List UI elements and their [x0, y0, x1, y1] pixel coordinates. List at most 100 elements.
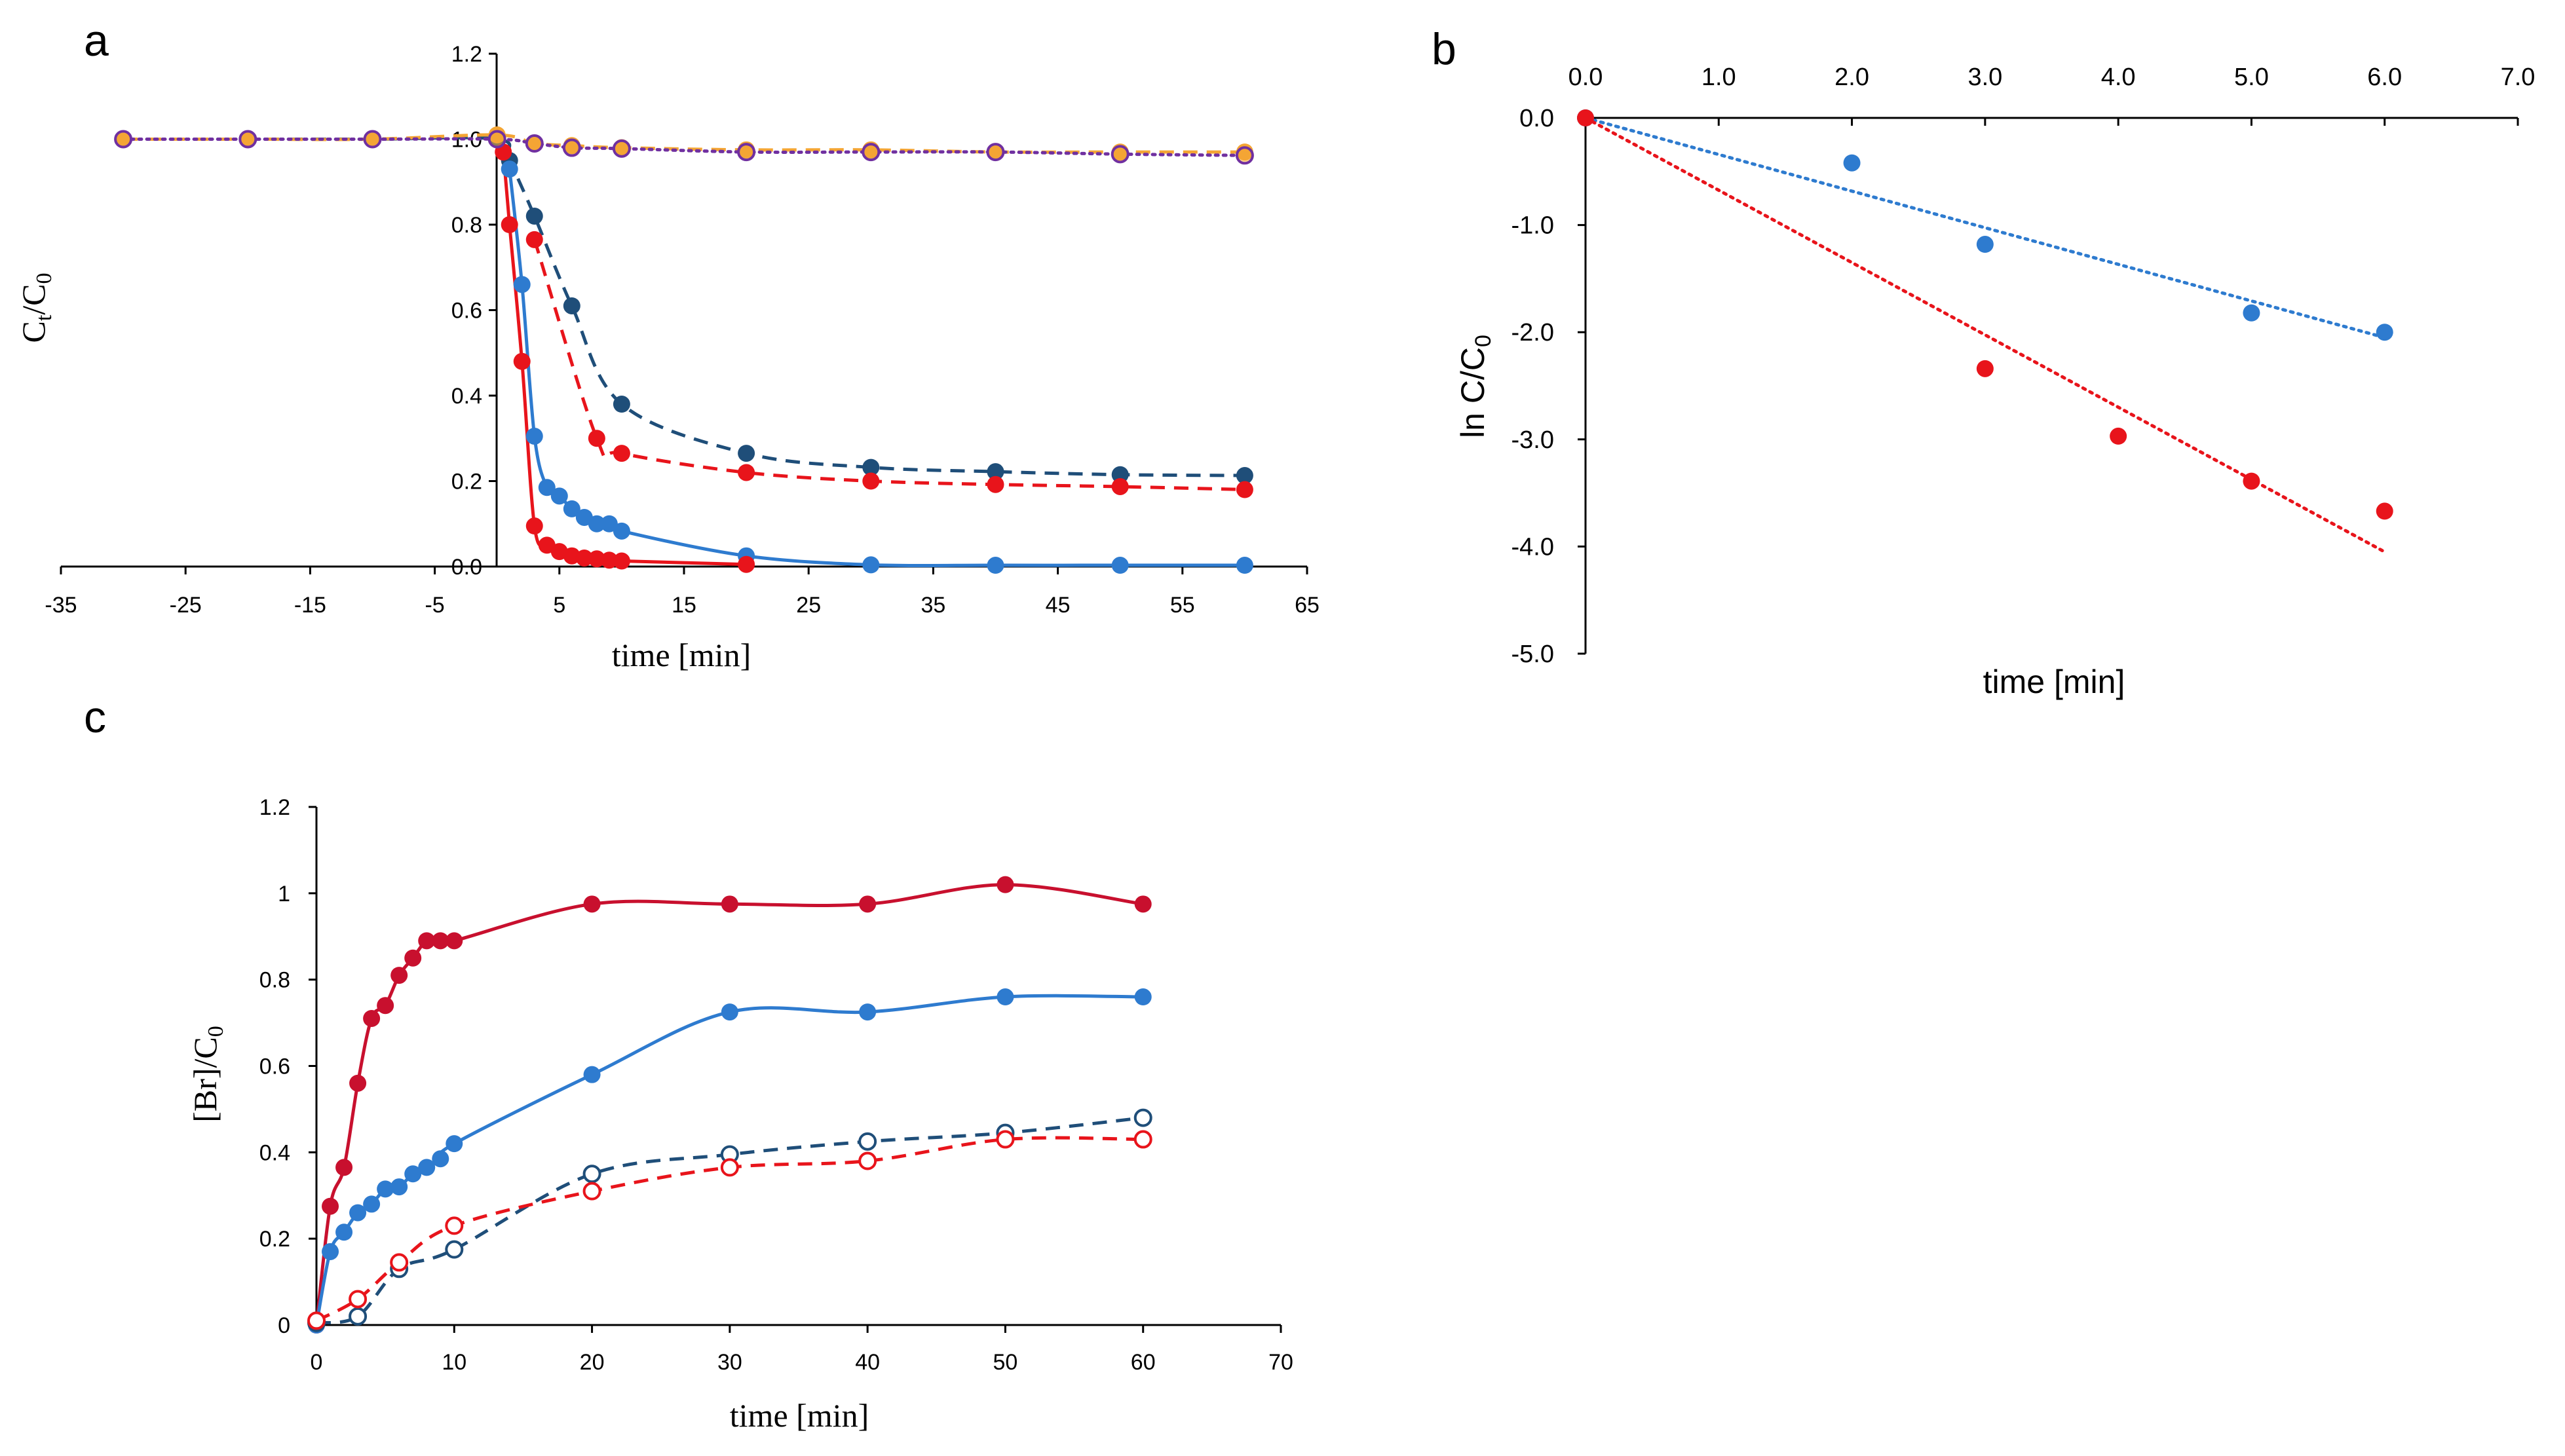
- data-point-a-5: [1235, 146, 1254, 165]
- x-tick-label-a: -35: [45, 593, 77, 618]
- data-point-a-5: [487, 130, 506, 149]
- data-point-c-0: [446, 932, 463, 950]
- data-point-c-0: [363, 1009, 381, 1027]
- x-tick-label-a: 65: [1295, 593, 1320, 618]
- data-point-a-5: [862, 143, 881, 162]
- data-point-a-2: [600, 515, 618, 532]
- data-point-c-0: [721, 895, 738, 913]
- x-tick-label-b: 4.0: [2101, 64, 2136, 91]
- data-point-c-1: [349, 1204, 367, 1222]
- axes-a: -35 -25 -15 -5 5 15 25 35 45 55 65 0.0 0.2 0.4 0.6 0.8 1…: [45, 42, 1319, 618]
- y-tick-label-b: 0.0: [1519, 105, 1554, 132]
- x-tick-label-c: 10: [442, 1350, 466, 1375]
- y-axis-title-a-sep: /C: [15, 284, 52, 314]
- y-axis-title-c-sub: 0: [204, 1026, 228, 1037]
- data-point-c-1: [721, 1003, 738, 1021]
- data-point-a-0: [525, 207, 543, 225]
- data-point-a-2: [862, 556, 880, 574]
- data-point-a-3: [613, 552, 630, 570]
- y-axis-title-b-sub: 0: [1471, 335, 1496, 347]
- trendline-b-0: [1584, 116, 2387, 339]
- data-point-c-1: [322, 1242, 339, 1260]
- y-tick-label-c: 0.8: [259, 968, 290, 993]
- x-tick-label-a: 5: [553, 593, 565, 618]
- y-tick-label-b: -4.0: [1511, 533, 1554, 561]
- data-point-c-0: [404, 949, 422, 967]
- data-point-a-1: [613, 445, 630, 462]
- data-point-c-1: [377, 1180, 394, 1198]
- data-point-c-1: [390, 1178, 408, 1196]
- x-tick-label-b: 7.0: [2501, 64, 2536, 91]
- x-tick-label-c: 50: [993, 1350, 1018, 1375]
- data-point-c-2: [445, 1240, 464, 1259]
- data-point-a-1: [588, 430, 605, 447]
- y-tick-label-c: 0: [278, 1313, 290, 1338]
- data-point-a-1: [1111, 477, 1129, 495]
- data-point-b-0: [2376, 324, 2393, 341]
- data-point-b-0: [1976, 236, 1994, 253]
- x-tick-label-b: 5.0: [2234, 64, 2269, 91]
- data-point-a-2: [513, 276, 531, 293]
- series-line-a-0: [123, 136, 1245, 477]
- data-point-b-1: [1976, 360, 1994, 377]
- data-point-b-0: [2243, 304, 2260, 322]
- data-point-a-2: [1236, 557, 1253, 574]
- data-point-c-0: [583, 895, 601, 913]
- y-axis-title-a-sub1: t: [32, 314, 56, 321]
- data-point-a-2: [1111, 557, 1129, 574]
- data-point-a-1: [525, 231, 543, 248]
- x-tick-label-a: 35: [921, 593, 945, 618]
- x-tick-label-a: -15: [294, 593, 326, 618]
- data-point-a-2: [550, 487, 568, 505]
- panel-label-b: b: [1432, 24, 1456, 74]
- y-axis-title-b-main: ln C/C: [1454, 347, 1491, 438]
- data-point-b-1: [2243, 472, 2260, 490]
- data-point-a-2: [588, 515, 605, 532]
- series-line-a-1: [533, 239, 1245, 491]
- chart-panel-c: 0 10 20 30 40 50 60 70 0 0.2 0.4 0.6 0.8 1 1.2 time [m…: [187, 795, 1293, 1434]
- series-line-c-2: [316, 1116, 1143, 1325]
- data-point-a-3: [525, 517, 543, 535]
- panel-label-a: a: [84, 16, 109, 65]
- x-tick-label-c: 70: [1268, 1350, 1293, 1375]
- data-point-a-0: [738, 445, 755, 462]
- data-point-c-2: [1133, 1108, 1152, 1127]
- data-point-a-3: [738, 555, 755, 573]
- axes-b: 0.0 1.0 2.0 3.0 4.0 5.0 6.0 7.0 0.0 -1.0 -2.0 -3.0 -…: [1511, 64, 2536, 668]
- data-point-a-1: [738, 464, 755, 481]
- data-point-c-0: [418, 932, 436, 950]
- data-point-c-1: [1134, 988, 1152, 1006]
- data-point-a-5: [238, 130, 257, 149]
- data-point-b-1: [2376, 502, 2393, 520]
- y-tick-label-a: 0.4: [451, 384, 482, 409]
- data-point-c-0: [1134, 895, 1152, 913]
- x-axis-title-b: time [min]: [1983, 663, 2125, 700]
- data-point-c-0: [322, 1197, 339, 1215]
- data-point-a-1: [862, 472, 880, 490]
- y-tick-label-b: -3.0: [1511, 426, 1554, 454]
- data-point-c-1: [997, 988, 1014, 1006]
- data-point-a-1: [987, 476, 1004, 493]
- y-tick-label-a: 1.2: [451, 42, 482, 67]
- data-point-a-5: [363, 130, 382, 149]
- x-axis-title-c: time [min]: [730, 1397, 869, 1434]
- data-point-a-5: [986, 143, 1005, 162]
- x-tick-label-a: 55: [1170, 593, 1195, 618]
- data-point-a-5: [612, 139, 631, 158]
- data-point-a-5: [114, 130, 133, 149]
- data-point-a-3: [600, 551, 618, 569]
- y-tick-label-c: 0.4: [259, 1140, 290, 1165]
- data-point-a-2: [987, 557, 1004, 574]
- data-point-c-1: [859, 1003, 877, 1021]
- data-point-c-1: [432, 1150, 449, 1168]
- x-tick-label-a: 15: [672, 593, 696, 618]
- data-point-a-1: [1236, 481, 1253, 498]
- data-point-a-2: [563, 500, 580, 517]
- series-line-c-0: [314, 883, 1144, 1326]
- x-tick-label-a: 25: [796, 593, 821, 618]
- y-axis-title-a-sub2: 0: [32, 272, 56, 284]
- data-point-c-2: [349, 1307, 368, 1326]
- x-tick-label-a: 45: [1046, 593, 1071, 618]
- data-point-a-5: [1111, 145, 1130, 164]
- y-axis-title-b: ln C/C0: [1454, 335, 1496, 438]
